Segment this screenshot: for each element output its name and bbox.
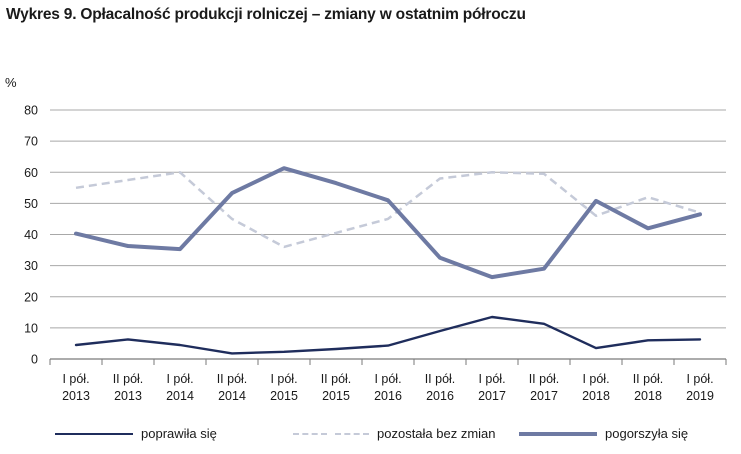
y-tick-label-40: 40 bbox=[24, 228, 38, 242]
x-tick-label-2-year: 2014 bbox=[166, 389, 194, 403]
x-tick-label-8-year: 2017 bbox=[478, 389, 506, 403]
legend-item-poprawila: poprawiła się bbox=[55, 426, 217, 441]
x-tick-label-10-half: I pół. bbox=[582, 372, 609, 386]
legend-swatch-poprawila bbox=[55, 432, 133, 435]
x-tick-label-12-half: I pół. bbox=[686, 372, 713, 386]
legend-label-pozostala: pozostała bez zmian bbox=[377, 426, 496, 441]
x-tick-label-12-year: 2019 bbox=[686, 389, 714, 403]
legend-label-pogorszyla: pogorszyła się bbox=[605, 426, 689, 441]
y-tick-label-30: 30 bbox=[24, 259, 38, 273]
x-tick-label-4-half: I pół. bbox=[270, 372, 297, 386]
x-tick-label-6-half: I pół. bbox=[374, 372, 401, 386]
y-tick-label-70: 70 bbox=[24, 135, 38, 149]
x-tick-label-5-year: 2015 bbox=[322, 389, 350, 403]
x-tick-label-9-half: II pół. bbox=[529, 372, 560, 386]
x-tick-label-4-year: 2015 bbox=[270, 389, 298, 403]
x-tick-label-9-year: 2017 bbox=[530, 389, 558, 403]
x-tick-label-2-half: I pół. bbox=[166, 372, 193, 386]
x-tick-label-7-half: II pół. bbox=[425, 372, 456, 386]
legend-swatch-pozostala-2 bbox=[335, 432, 369, 435]
x-tick-label-0-half: I pół. bbox=[62, 372, 89, 386]
y-tick-label-20: 20 bbox=[24, 290, 38, 304]
x-tick-label-7-year: 2016 bbox=[426, 389, 454, 403]
legend-swatch-pozostala bbox=[293, 432, 327, 435]
y-tick-label-80: 80 bbox=[24, 104, 38, 118]
y-tick-label-10: 10 bbox=[24, 321, 38, 335]
series-line-1 bbox=[75, 171, 701, 249]
x-tick-label-3-half: II pół. bbox=[217, 372, 248, 386]
legend-item-pogorszyla: pogorszyła się bbox=[519, 426, 688, 441]
y-tick-label-50: 50 bbox=[24, 197, 38, 211]
x-tick-label-6-year: 2016 bbox=[374, 389, 402, 403]
legend-swatch-pogorszyla bbox=[519, 431, 597, 436]
x-tick-label-11-half: II pół. bbox=[633, 372, 664, 386]
x-tick-label-1-half: II pół. bbox=[113, 372, 144, 386]
legend: poprawiła się pozostała bez zmian pogors… bbox=[0, 426, 741, 446]
series-line-2 bbox=[74, 166, 702, 280]
legend-item-pozostala: pozostała bez zmian bbox=[293, 426, 496, 441]
y-tick-label-0: 0 bbox=[31, 353, 38, 367]
x-tick-label-3-year: 2014 bbox=[218, 389, 246, 403]
legend-label-poprawila: poprawiła się bbox=[141, 426, 217, 441]
x-tick-label-11-year: 2018 bbox=[634, 389, 662, 403]
x-tick-label-5-half: II pół. bbox=[321, 372, 352, 386]
y-axis-unit-label: % bbox=[5, 75, 17, 90]
chart-title: Wykres 9. Opłacalność produkcji rolnicze… bbox=[6, 6, 526, 23]
x-tick-label-1-year: 2013 bbox=[114, 389, 142, 403]
y-tick-label-60: 60 bbox=[24, 166, 38, 180]
x-tick-label-10-year: 2018 bbox=[582, 389, 610, 403]
series-line-0 bbox=[74, 315, 702, 355]
x-tick-label-8-half: I pół. bbox=[478, 372, 505, 386]
x-tick-label-0-year: 2013 bbox=[62, 389, 90, 403]
